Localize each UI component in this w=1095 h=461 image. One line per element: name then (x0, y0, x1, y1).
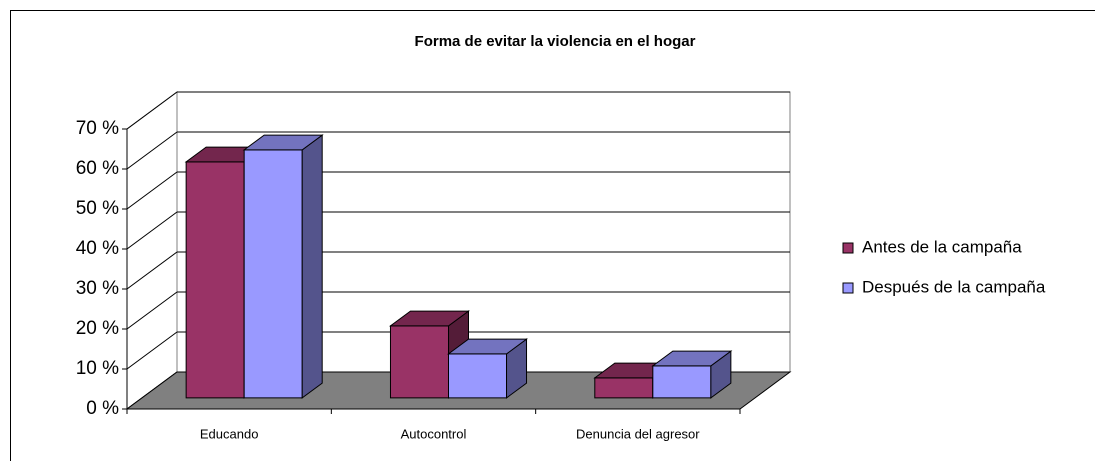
grid-line (126, 331, 178, 370)
y-tick-label: 70 % (76, 118, 119, 139)
grid-line (126, 251, 178, 290)
x-tick-label: Educando (200, 426, 259, 441)
grid-line (126, 291, 178, 330)
legend-label: Antes de la campaña (862, 237, 1022, 256)
bar (242, 134, 324, 399)
bar-top (242, 134, 324, 151)
grid-line (126, 171, 178, 210)
bar-front (185, 161, 245, 399)
bar-top (651, 350, 733, 367)
bar-side (301, 134, 323, 399)
bar-top (388, 310, 471, 327)
bar-front (389, 325, 449, 399)
x-tick-label: Denuncia del agresor (576, 426, 700, 441)
grid-line (126, 91, 178, 130)
legend-label: Después de la campaña (862, 277, 1046, 296)
y-tick-label: 50 % (76, 198, 119, 219)
bar (651, 350, 733, 399)
y-tick-label: 20 % (76, 318, 119, 339)
bar-top (446, 338, 529, 355)
bar-front (652, 365, 712, 399)
grid-line (126, 211, 178, 250)
bar-front (594, 377, 654, 399)
legend-swatch (842, 242, 854, 254)
x-tick-label: Autocontrol (401, 426, 467, 441)
grid-line (126, 131, 178, 170)
y-tick-label: 0 % (86, 398, 119, 419)
y-tick-label: 40 % (76, 238, 119, 259)
bar-front (243, 149, 303, 399)
bar (446, 338, 529, 399)
left-wall (126, 91, 178, 410)
legend-swatch (842, 282, 854, 294)
y-tick-label: 30 % (76, 278, 119, 299)
bar-front (448, 353, 508, 399)
y-tick-label: 10 % (76, 358, 119, 379)
y-tick-label: 60 % (76, 158, 119, 179)
chart-title: Forma de evitar la violencia en el hogar (415, 33, 696, 50)
